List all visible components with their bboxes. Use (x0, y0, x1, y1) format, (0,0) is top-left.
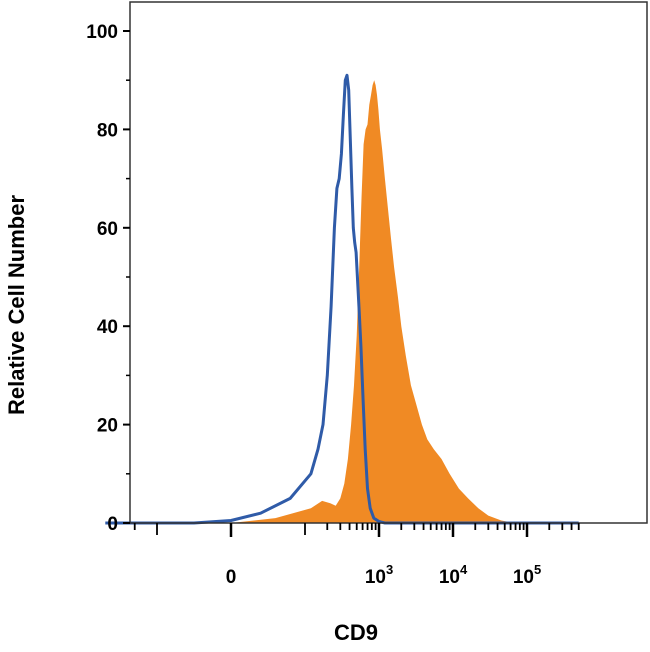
x-tick-label-1000: 103 (365, 562, 393, 588)
y-tick-label-40: 40 (97, 317, 118, 338)
series-0-area (194, 80, 516, 523)
y-axis-title: Relative Cell Number (4, 195, 29, 416)
x-tick-label-10000: 104 (439, 562, 468, 588)
y-tick-label-0: 0 (107, 514, 118, 535)
x-tick-label-100000: 105 (513, 562, 541, 588)
y-tick-label-60: 60 (97, 219, 118, 240)
x-axis: 0 103 104 105 (133, 523, 580, 588)
y-tick-label-80: 80 (97, 120, 118, 141)
x-axis-title: CD9 (334, 620, 378, 645)
y-tick-label-100: 100 (86, 22, 118, 43)
y-tick-label-20: 20 (97, 416, 118, 437)
series-layer (105, 73, 579, 525)
x-tick-label-0: 0 (226, 567, 237, 588)
y-axis: 0 20 40 60 80 100 (86, 22, 130, 535)
plot-frame (129, 1, 648, 524)
series-1-line (105, 73, 579, 525)
